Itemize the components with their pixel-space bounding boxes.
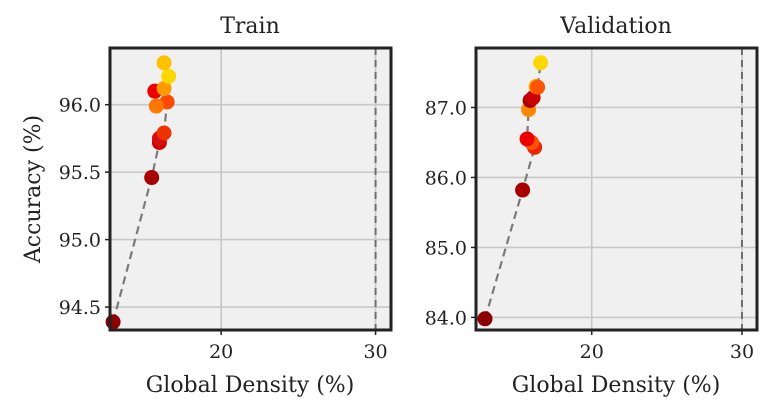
validation-xtick-label: 30 xyxy=(730,341,754,363)
train-plot-frame xyxy=(108,46,393,332)
train-ticks: 20 30 94.5 95.0 95.5 96.0 xyxy=(59,95,388,363)
train-point-1 xyxy=(144,170,160,186)
validation-xtick-label: 20 xyxy=(580,341,604,363)
train-xlabel: Global Density (%) xyxy=(146,373,355,398)
validation-connector-line xyxy=(483,62,542,320)
validation-ytick-label: 84.0 xyxy=(425,307,467,329)
train-series xyxy=(105,48,377,330)
validation-ticks: 20 30 84.0 85.0 86.0 87.0 xyxy=(425,97,754,363)
validation-title: Validation xyxy=(559,14,672,39)
train-ytick-label: 95.5 xyxy=(59,162,101,184)
train-xtick-label: 20 xyxy=(209,341,233,363)
train-point-6 xyxy=(148,98,164,114)
train-grid xyxy=(110,48,391,330)
train-point-0 xyxy=(105,314,121,330)
validation-plot-frame xyxy=(474,46,759,332)
validation-point-4 xyxy=(519,131,535,147)
train-ytick-label: 94.5 xyxy=(59,297,101,319)
validation-panel: 20 30 84.0 85.0 86.0 87.0 Validation Global D… xyxy=(425,14,759,398)
validation-point-0 xyxy=(477,311,493,327)
train-panel: 20 30 94.5 95.0 95.5 96.0 Train Global Densit… xyxy=(21,14,393,398)
validation-series xyxy=(477,48,743,330)
train-ytick-label: 96.0 xyxy=(59,95,101,117)
train-point-4 xyxy=(156,125,172,141)
train-point-9 xyxy=(161,68,177,84)
validation-ytick-label: 86.0 xyxy=(425,167,467,189)
train-point-10 xyxy=(156,55,172,71)
validation-ytick-label: 87.0 xyxy=(425,97,467,119)
train-ylabel: Accuracy (%) xyxy=(21,115,46,264)
train-title: Train xyxy=(220,14,280,39)
train-point-8 xyxy=(156,80,172,96)
validation-point-10 xyxy=(533,55,549,71)
train-xtick-label: 30 xyxy=(363,341,387,363)
validation-ytick-label: 85.0 xyxy=(425,237,467,259)
train-ytick-label: 95.0 xyxy=(59,230,101,252)
validation-point-9 xyxy=(530,79,546,95)
validation-point-1 xyxy=(515,182,531,198)
validation-xlabel: Global Density (%) xyxy=(512,373,721,398)
